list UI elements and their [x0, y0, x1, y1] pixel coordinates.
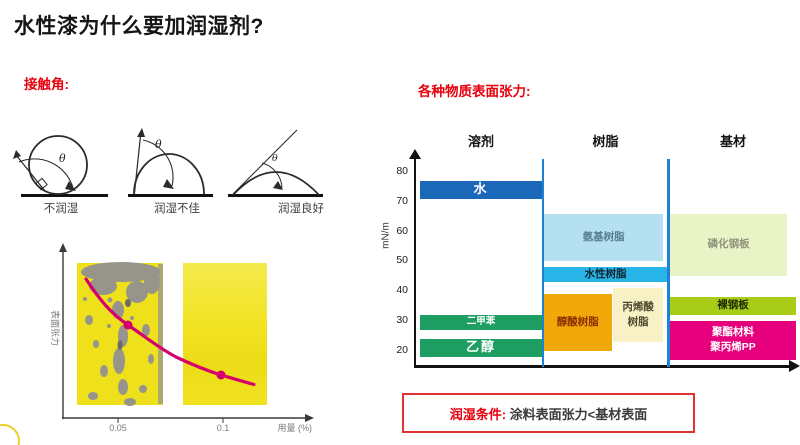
surface-tension-bar: 丙烯酸 树脂	[613, 288, 663, 342]
tangent-line	[15, 154, 46, 192]
diagram-no-wetting: θ 不润湿	[13, 135, 108, 215]
x-axis-line	[413, 365, 791, 368]
wetting-condition-box: 润湿条件: 涂料表面张力<基材表面	[402, 393, 695, 433]
dosage-chart: 表面张力 0.05 0.1 用量 (%)	[50, 243, 314, 433]
slide-title: 水性漆为什么要加润湿剂?	[14, 15, 264, 38]
surface-tension-curve	[84, 277, 256, 387]
y-tick-80: 80	[396, 165, 408, 177]
bar-label-line: 水	[473, 181, 489, 197]
bar-label-line: 聚丙烯PP	[710, 341, 756, 354]
surface-tension-bar: 聚酯材料聚丙烯PP	[670, 320, 796, 360]
bar-label-line: 磷化钢板	[707, 238, 750, 251]
y-axis-arrow	[409, 149, 421, 159]
caption-good-wetting: 润湿良好	[278, 201, 324, 215]
y-axis-line	[413, 158, 416, 367]
bar-label-line: 裸钢板	[717, 299, 749, 312]
theta-arc	[142, 139, 174, 187]
surface-tension-bar: 磷化钢板	[670, 213, 788, 277]
y-tick-30: 30	[396, 313, 408, 326]
y-axis-arrow	[59, 243, 67, 252]
tangent-line	[232, 129, 298, 195]
y-tick-40: 40	[396, 284, 408, 297]
tangent-line	[133, 130, 142, 194]
tangent-arrowhead	[13, 150, 21, 159]
column-header-resin: 树脂	[592, 134, 619, 149]
caption-poor-wetting: 润湿不佳	[154, 201, 200, 215]
arc-arrowhead	[65, 181, 76, 191]
right-angle-marker	[35, 177, 48, 191]
condition-label: 润湿条件:	[449, 406, 507, 422]
bar-label-line: 醇酸树脂	[556, 315, 599, 328]
bar-label-line: 聚酯材料	[712, 325, 754, 338]
theta-arc	[18, 158, 74, 189]
theta-label: θ	[272, 153, 278, 164]
surface-tension-bar: 醇酸树脂	[544, 294, 612, 351]
column-divider-solvent-resin	[541, 159, 544, 367]
theta-label: θ	[59, 152, 66, 165]
column-header-substrate: 基材	[719, 134, 746, 149]
arc-arrowhead	[163, 179, 174, 189]
bar-label-line: 丙烯酸	[622, 300, 654, 313]
surface-tension-chart: mN/m 溶剂 树脂 基材 80 70 60 50 40 30 20 水二甲苯 乙醇 氨基树脂 水性树脂醇…	[370, 125, 800, 383]
bar-label-line: 水性树脂	[584, 268, 627, 281]
surface-tension-bar: 二甲苯	[420, 314, 542, 330]
dosage-axes	[62, 250, 307, 423]
contact-angle-figure: θ 不润湿 θ 润湿不佳 θ 润湿良好	[13, 128, 324, 215]
y-tick-60: 60	[396, 224, 408, 237]
arc-arrowhead	[273, 181, 283, 190]
x-tick-01: 0.1	[217, 423, 230, 433]
bar-label-line: 氨基树脂	[582, 230, 625, 243]
section-label-contact-angle: 接触角:	[24, 77, 69, 92]
bar-label-line: 二甲苯	[466, 316, 496, 328]
paint-defects	[81, 262, 163, 406]
diagram-poor-wetting: θ 润湿不佳	[128, 128, 213, 215]
surface-tension-bar: 水	[420, 180, 542, 199]
theta-arc	[261, 162, 283, 189]
column-header-solvent: 溶剂	[467, 134, 494, 149]
droplet-circle	[28, 135, 88, 195]
surface-tension-bar: 水性树脂	[544, 267, 667, 283]
y-tick-70: 70	[396, 194, 408, 207]
bar-label-line: 树脂	[627, 315, 649, 328]
condition-text: 涂料表面张力<基材表面	[506, 406, 648, 422]
column-divider-resin-substrate	[667, 159, 670, 367]
y-tick-20: 20	[396, 343, 408, 356]
droplet-dome	[133, 153, 205, 195]
x-axis-arrow	[305, 414, 314, 422]
x-axis-title: 用量 (%)	[278, 423, 313, 433]
y-tick-50: 50	[396, 254, 408, 267]
surface-tension-bar: 裸钢板	[670, 297, 796, 315]
surface-tension-bar: 氨基树脂	[544, 213, 664, 262]
droplet-arc	[232, 171, 320, 196]
x-axis-arrow	[789, 360, 800, 372]
theta-label: θ	[155, 138, 162, 151]
curve-point-high-dosage	[216, 370, 226, 380]
bar-label-line: 乙醇	[465, 339, 496, 355]
curve-point-low-dosage	[123, 320, 133, 330]
diagram-good-wetting: θ 润湿良好	[228, 129, 324, 215]
caption-no-wetting: 不润湿	[44, 201, 79, 215]
y-axis-title: 表面张力	[50, 310, 61, 346]
section-label-surface-tension: 各种物质表面张力:	[418, 84, 531, 99]
corner-decoration-arc	[0, 424, 20, 445]
x-tick-005: 0.05	[109, 423, 127, 433]
tangent-arrowhead	[137, 128, 145, 137]
panel-good-coating	[183, 263, 267, 405]
surface-tension-bar: 乙醇	[420, 338, 542, 357]
